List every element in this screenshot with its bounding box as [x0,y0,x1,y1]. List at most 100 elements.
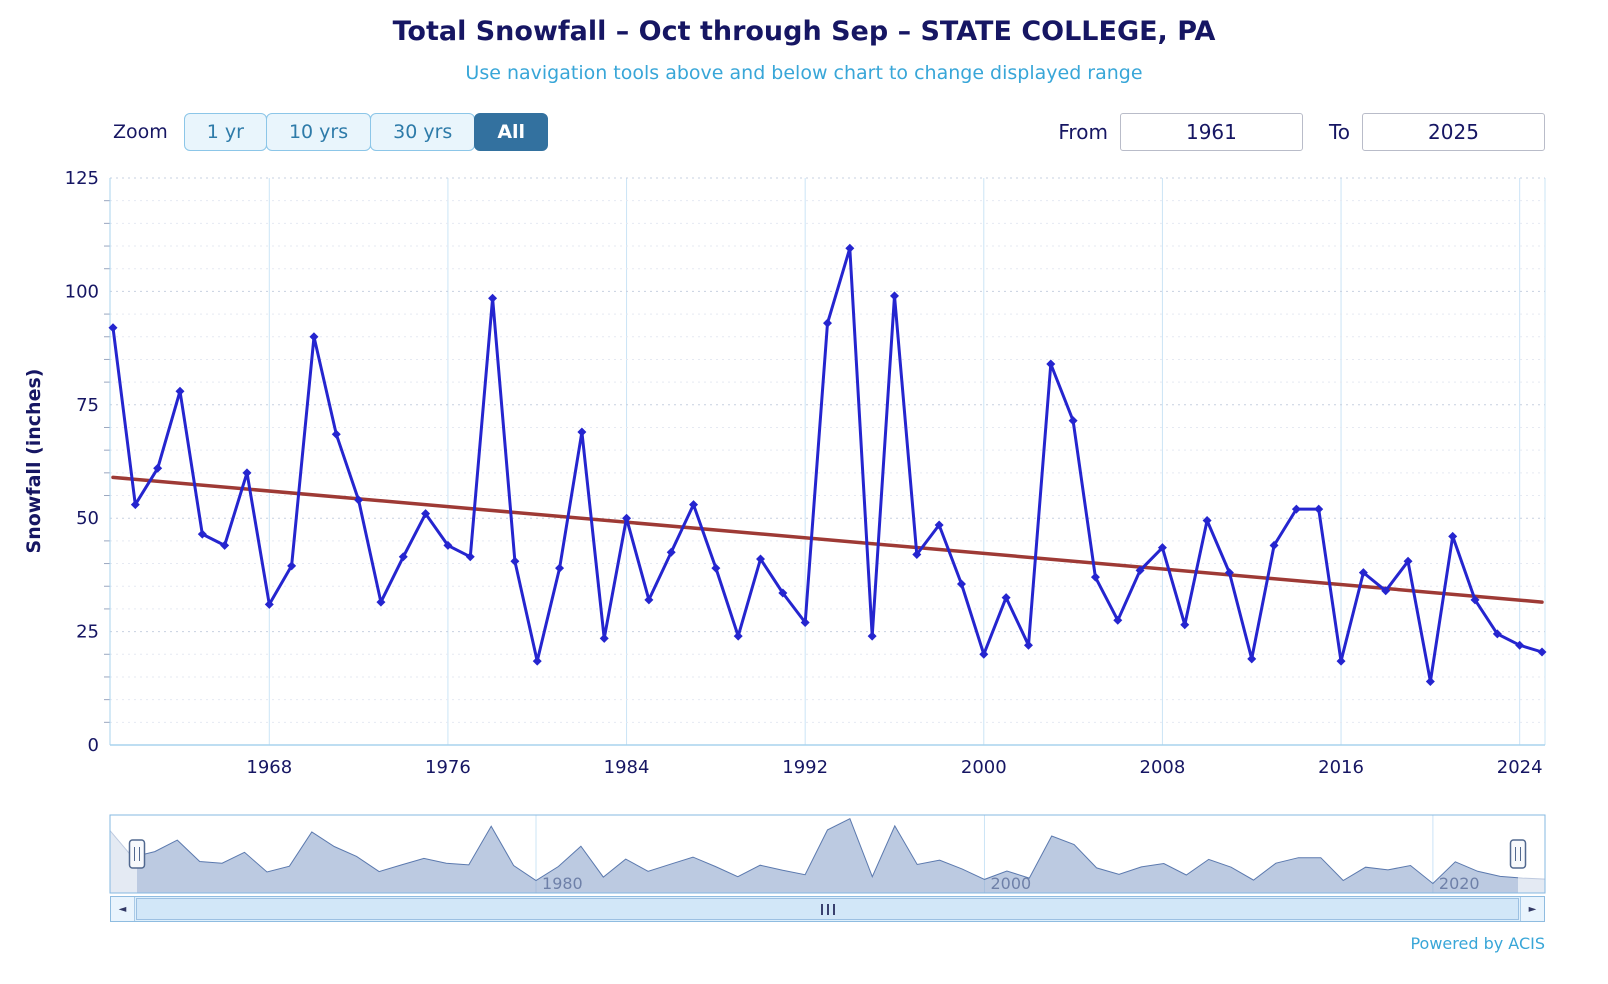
data-point[interactable] [309,332,319,342]
data-point[interactable] [1291,504,1301,514]
data-point[interactable] [331,429,341,439]
data-point[interactable] [622,513,632,523]
powered-by-acis-link[interactable]: Powered by ACIS [1410,934,1545,953]
data-point[interactable] [197,529,207,539]
data-point[interactable] [1001,593,1011,603]
data-point[interactable] [398,552,408,562]
data-point[interactable] [912,549,922,559]
data-point[interactable] [532,656,542,666]
chart-subtitle: Use navigation tools above and below cha… [465,62,1143,84]
svg-text:1976: 1976 [425,757,471,778]
data-point[interactable] [465,552,475,562]
data-point[interactable] [1537,647,1547,657]
data-point[interactable] [644,595,654,605]
y-axis-title: Snowfall (inches) [23,369,45,554]
to-label: To [1328,120,1350,144]
data-point[interactable] [666,547,676,557]
zoom-all-button[interactable]: All [474,113,549,151]
data-point[interactable] [800,618,810,628]
data-point[interactable] [1470,595,1480,605]
zoom-10yrs-button[interactable]: 10 yrs [265,113,372,151]
scrollbar-thumb[interactable] [136,898,1519,920]
from-label: From [1058,120,1108,144]
data-point[interactable] [1157,543,1167,553]
data-point[interactable] [1135,565,1145,575]
data-point[interactable] [1358,568,1368,578]
zoom-1yr-button[interactable]: 1 yr [183,113,267,151]
scrollbar[interactable]: ◄ ► [110,896,1545,922]
data-point[interactable] [376,597,386,607]
data-point[interactable] [130,500,140,510]
data-point[interactable] [1314,504,1324,514]
data-point[interactable] [220,540,230,550]
data-point[interactable] [510,556,520,566]
data-point[interactable] [1046,359,1056,369]
y-axis-labels: 0 25 50 75 100 125 [65,168,99,756]
data-point[interactable] [1492,629,1502,639]
data-point[interactable] [1090,572,1100,582]
scrollbar-right-arrow-icon: ► [1528,903,1537,915]
data-point[interactable] [956,579,966,589]
svg-text:1968: 1968 [246,757,292,778]
data-point[interactable] [1113,615,1123,625]
scrollbar-track[interactable] [135,897,1520,921]
data-point[interactable] [1336,656,1346,666]
scrollbar-left-button[interactable]: ◄ [111,897,135,921]
data-point[interactable] [1403,556,1413,566]
data-point[interactable] [711,563,721,573]
data-point[interactable] [1224,568,1234,578]
svg-text:75: 75 [76,395,99,416]
data-point[interactable] [108,323,118,333]
data-point[interactable] [1515,640,1525,650]
data-point[interactable] [934,520,944,530]
data-point[interactable] [1425,676,1435,686]
svg-text:2024: 2024 [1497,757,1543,778]
data-point[interactable] [421,509,431,519]
x-axis-labels: 1968 1976 1984 1992 2000 2008 2016 2024 [246,757,1542,778]
data-point[interactable] [733,631,743,641]
data-point[interactable] [599,633,609,643]
data-point[interactable] [488,293,498,303]
data-point[interactable] [1448,531,1458,541]
zoom-30yrs-button[interactable]: 30 yrs [370,113,476,151]
data-point[interactable] [1023,640,1033,650]
navigator-handle-left[interactable] [128,839,146,869]
to-year-input[interactable] [1362,113,1545,151]
data-point[interactable] [287,561,297,571]
data-point[interactable] [689,500,699,510]
data-point[interactable] [443,540,453,550]
scrollbar-right-button[interactable]: ► [1520,897,1544,921]
data-point[interactable] [1269,540,1279,550]
navigator-handle-right[interactable] [1509,839,1527,869]
data-point[interactable] [175,386,185,396]
from-year-input[interactable] [1119,113,1303,151]
data-point[interactable] [1202,515,1212,525]
chart-controls: Zoom 1 yr 10 yrs 30 yrs All From To [0,110,1608,154]
data-point[interactable] [1381,586,1391,596]
svg-text:1992: 1992 [782,757,828,778]
data-point[interactable] [1068,416,1078,426]
data-point[interactable] [555,563,565,573]
data-point[interactable] [845,243,855,253]
svg-text:2008: 2008 [1140,757,1186,778]
data-point[interactable] [889,291,899,301]
svg-text:100: 100 [65,281,99,302]
data-point[interactable] [756,554,766,564]
snowfall-series[interactable] [108,243,1547,686]
svg-text:0: 0 [88,735,99,756]
svg-text:1984: 1984 [604,757,650,778]
data-point[interactable] [1247,654,1257,664]
data-point[interactable] [778,588,788,598]
data-point[interactable] [153,463,163,473]
data-point[interactable] [1180,620,1190,630]
data-point[interactable] [242,468,252,478]
data-point[interactable] [867,631,877,641]
data-point[interactable] [354,495,364,505]
navigator-area-series [109,818,1546,894]
data-point[interactable] [979,649,989,659]
plot-area[interactable] [110,178,1545,745]
data-point[interactable] [264,599,274,609]
data-point[interactable] [577,427,587,437]
data-point[interactable] [823,318,832,328]
